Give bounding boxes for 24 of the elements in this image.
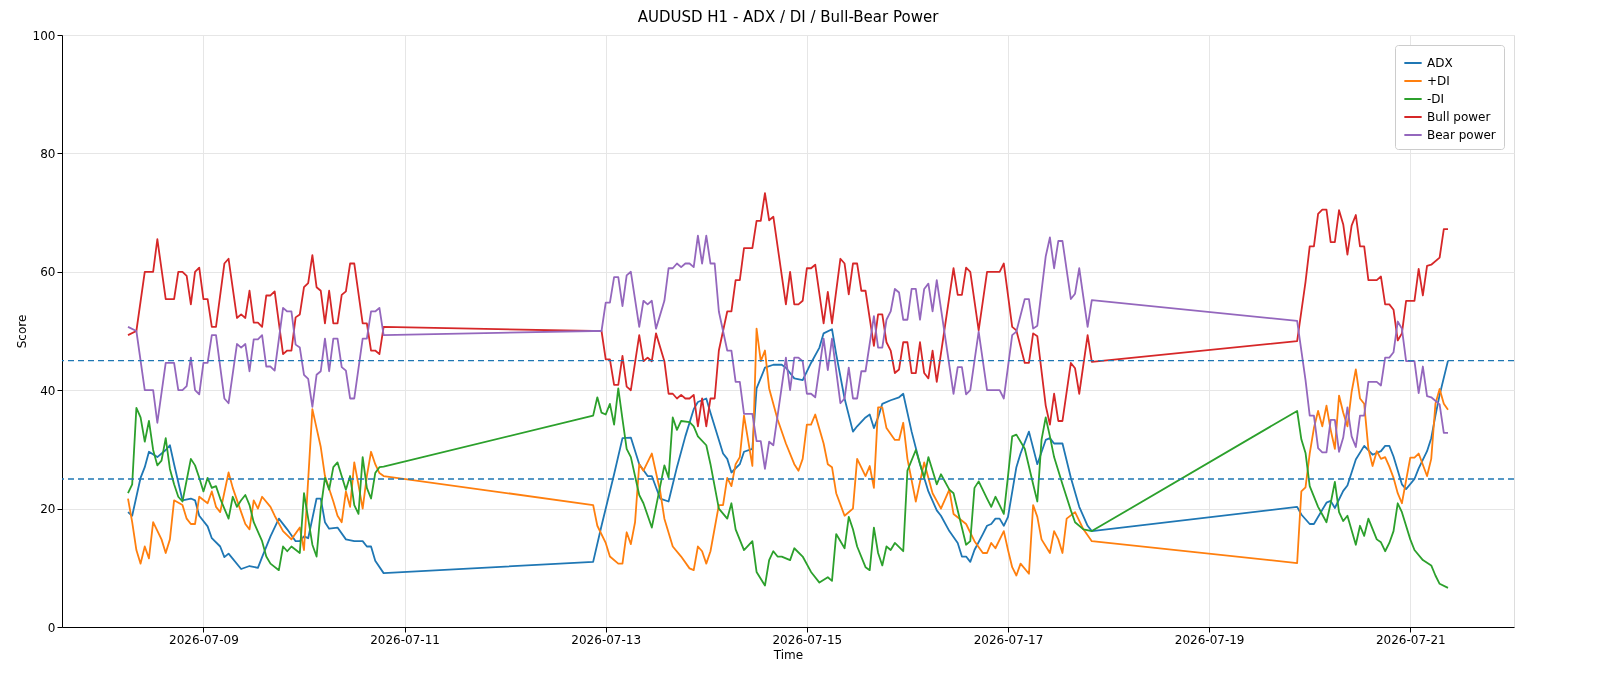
x-tick-label: 2026-07-19 [1174,632,1245,647]
y-tick-label: 60 [40,265,56,280]
legend-label: -DI [1427,92,1445,106]
x-tick-label: 2026-07-17 [973,632,1044,647]
line-series [127,192,1449,428]
x-tick-label: 2026-07-11 [370,632,440,647]
x-tick-label: 2026-07-13 [571,632,642,647]
legend-label: Bull power [1427,110,1491,124]
x-tick-label: 2026-07-09 [169,632,239,647]
line-series [127,387,1449,589]
y-axis-title: Score [14,314,29,349]
y-tick-label: 80 [40,146,56,161]
line-series [127,234,1449,470]
x-axis-title: Time [772,647,804,662]
y-tick-label: 100 [32,28,56,43]
x-tick-label: 2026-07-15 [772,632,843,647]
chart-title: AUDUSD H1 - ADX / DI / Bull-Bear Power [637,8,940,26]
legend-label: +DI [1427,74,1450,88]
y-tick-label: 40 [40,383,56,398]
legend-label: Bear power [1427,128,1496,142]
x-tick-label: 2026-07-21 [1375,632,1446,647]
y-tick-label: 0 [47,620,56,635]
y-tick-label: 20 [40,502,56,517]
legend-label: ADX [1427,56,1453,70]
